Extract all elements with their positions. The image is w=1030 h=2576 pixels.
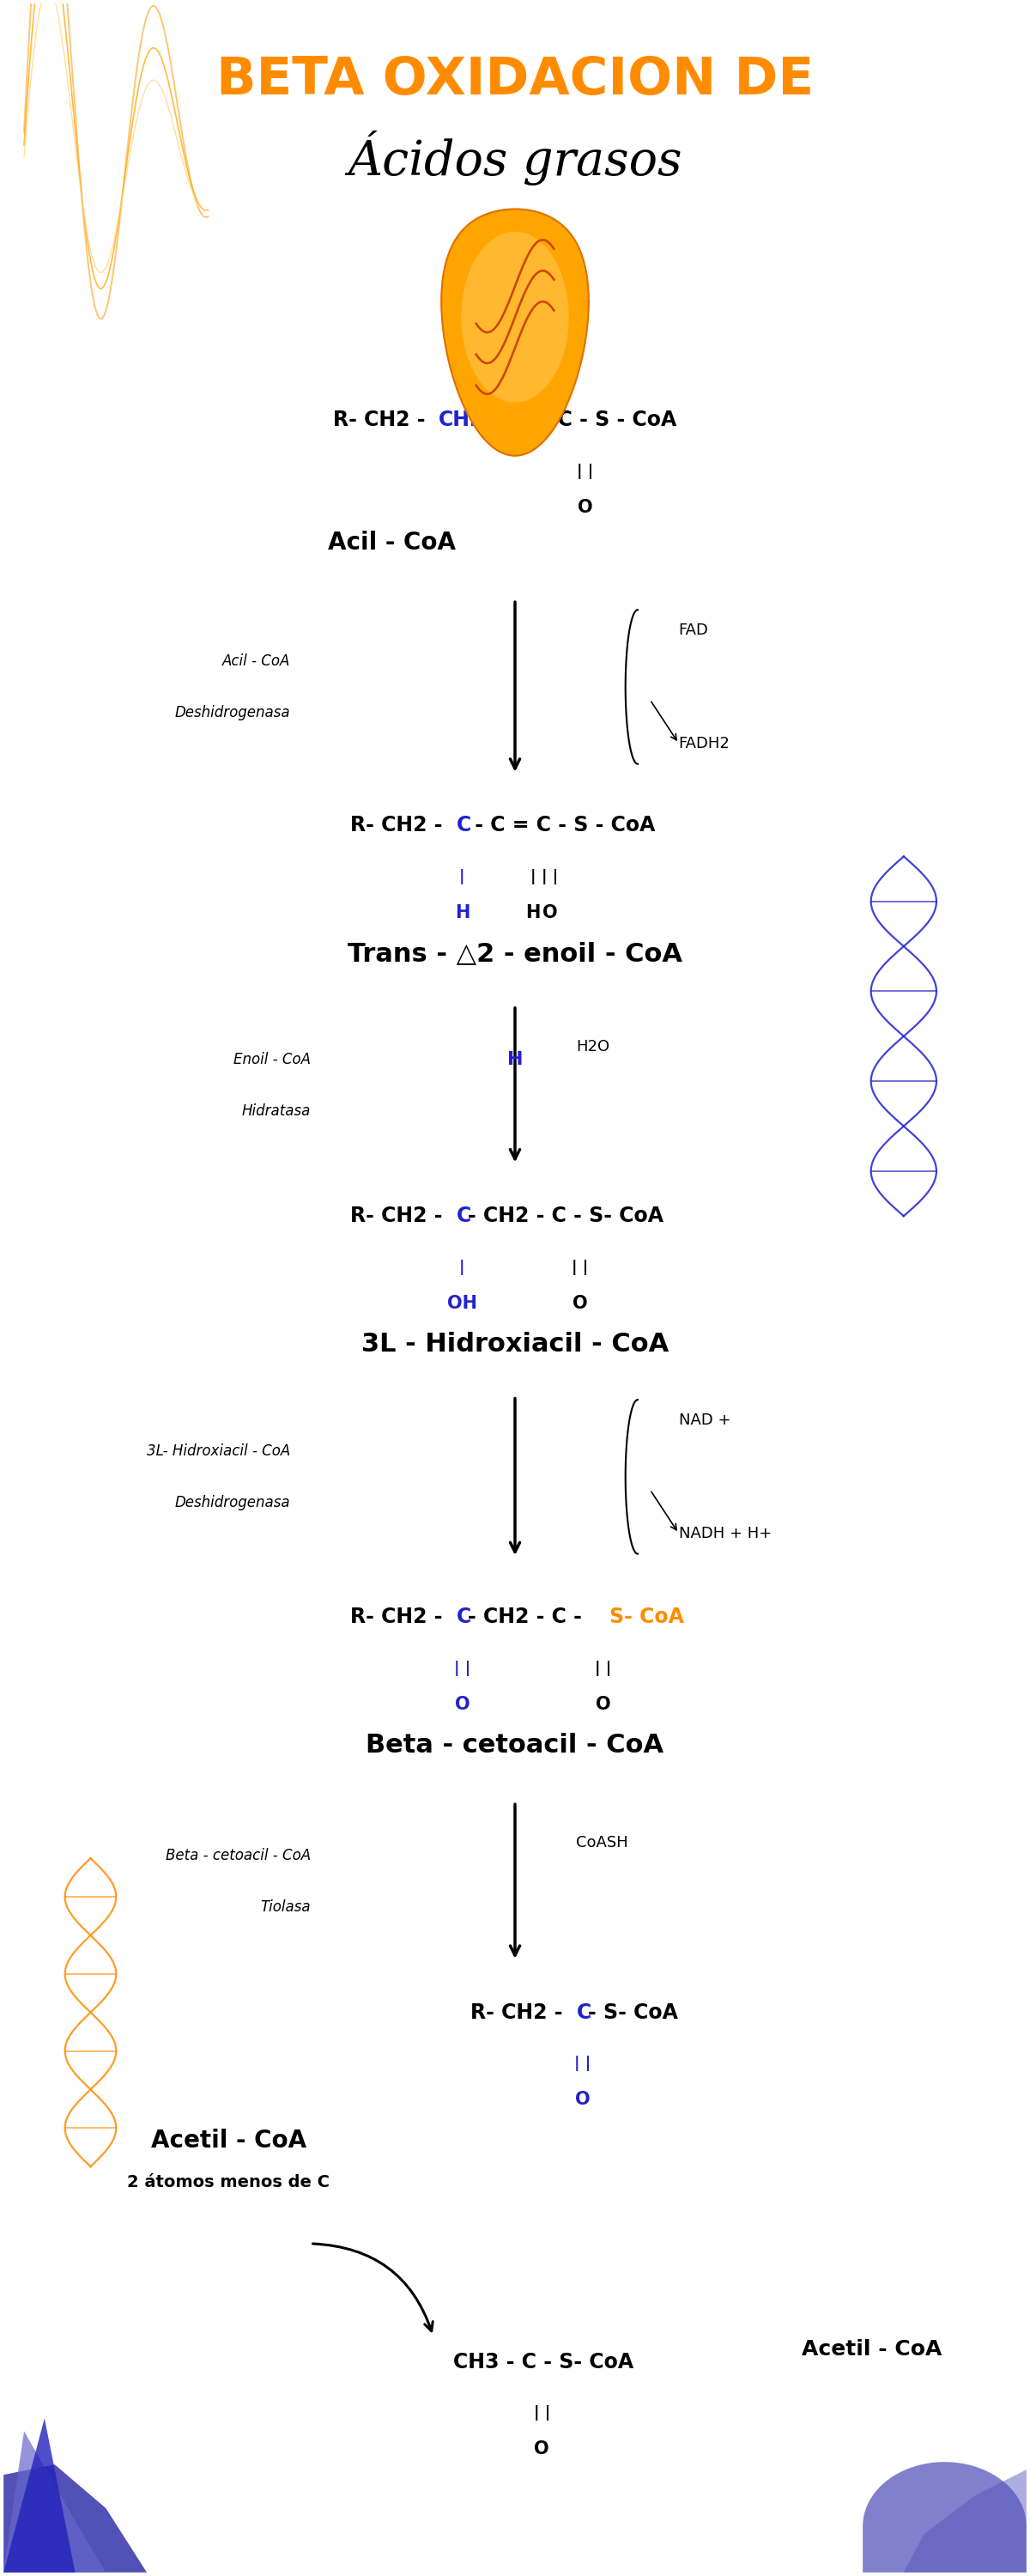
Text: O: O <box>454 1695 470 1713</box>
Text: Hidratasa: Hidratasa <box>241 1103 310 1118</box>
Text: Acil - CoA: Acil - CoA <box>221 654 290 670</box>
Text: R- CH2 -: R- CH2 - <box>350 814 450 835</box>
Text: CH3 - C - S- CoA: CH3 - C - S- CoA <box>453 2352 634 2372</box>
Polygon shape <box>3 2432 106 2573</box>
Polygon shape <box>461 232 569 402</box>
Text: Acil - CoA: Acil - CoA <box>329 531 456 554</box>
Text: | |: | | <box>574 2056 590 2071</box>
Text: | |: | | <box>577 464 593 479</box>
Text: H2O: H2O <box>577 1038 610 1054</box>
Text: FAD: FAD <box>679 623 709 639</box>
Text: O: O <box>535 2439 549 2458</box>
Text: | |: | | <box>454 1662 471 1677</box>
Text: Ácidos grasos: Ácidos grasos <box>348 131 682 185</box>
Text: | |: | | <box>542 868 558 884</box>
Text: - CH2- C - S - CoA: - CH2- C - S - CoA <box>474 410 677 430</box>
Text: O: O <box>572 1296 587 1311</box>
Text: S- CoA: S- CoA <box>609 1607 684 1628</box>
Text: 2 átomos menos de C: 2 átomos menos de C <box>128 2174 330 2190</box>
Text: - CH2 - C - S- CoA: - CH2 - C - S- CoA <box>468 1206 663 1226</box>
Text: |: | <box>529 868 536 884</box>
Text: R- CH2 -: R- CH2 - <box>333 410 432 430</box>
Text: | |: | | <box>572 1260 588 1275</box>
Text: R- CH2 -: R- CH2 - <box>471 2002 570 2022</box>
Text: 3L - Hidroxiacil - CoA: 3L - Hidroxiacil - CoA <box>362 1332 668 1358</box>
Text: C: C <box>456 1206 471 1226</box>
Text: O: O <box>595 1695 611 1713</box>
Text: Acetil - CoA: Acetil - CoA <box>150 2128 306 2154</box>
Text: OH: OH <box>447 1296 477 1311</box>
Text: Beta - cetoacil - CoA: Beta - cetoacil - CoA <box>165 1847 310 1862</box>
Text: O: O <box>577 500 592 515</box>
Text: FADH2: FADH2 <box>679 737 730 752</box>
Text: CoASH: CoASH <box>577 1834 628 1850</box>
Text: Enoil - CoA: Enoil - CoA <box>233 1051 310 1066</box>
Text: Trans - △2 - enoil - CoA: Trans - △2 - enoil - CoA <box>347 943 682 966</box>
Text: Beta - cetoacil - CoA: Beta - cetoacil - CoA <box>366 1734 664 1757</box>
Text: C: C <box>456 814 471 835</box>
Text: CH2: CH2 <box>439 410 484 430</box>
Text: |: | <box>459 1260 465 1275</box>
Text: O: O <box>575 2092 590 2107</box>
Polygon shape <box>442 209 588 456</box>
Text: R- CH2 -: R- CH2 - <box>350 1206 450 1226</box>
Polygon shape <box>3 2465 146 2573</box>
Text: 3L- Hidroxiacil - CoA: 3L- Hidroxiacil - CoA <box>146 1443 290 1458</box>
Text: C: C <box>577 2002 591 2022</box>
Text: BETA OXIDACION DE: BETA OXIDACION DE <box>216 54 814 106</box>
Text: - S- CoA: - S- CoA <box>588 2002 678 2022</box>
Polygon shape <box>3 2419 75 2573</box>
Text: R- CH2 -: R- CH2 - <box>350 1607 450 1628</box>
Text: Deshidrogenasa: Deshidrogenasa <box>174 1494 290 1510</box>
Text: H: H <box>454 904 470 922</box>
Text: - CH2 - C -: - CH2 - C - <box>468 1607 589 1628</box>
Text: - C = C - S - CoA: - C = C - S - CoA <box>468 814 655 835</box>
Text: NAD +: NAD + <box>679 1412 730 1427</box>
Text: NADH + H+: NADH + H+ <box>679 1525 771 1540</box>
Text: O: O <box>543 904 558 922</box>
Text: |: | <box>459 868 465 884</box>
Text: H: H <box>525 904 540 922</box>
Text: Tiolasa: Tiolasa <box>261 1899 310 1914</box>
Text: C: C <box>456 1607 471 1628</box>
Polygon shape <box>903 2470 1027 2573</box>
Text: H: H <box>507 1051 523 1069</box>
Text: | |: | | <box>534 2406 550 2421</box>
Text: | |: | | <box>595 1662 612 1677</box>
Text: Deshidrogenasa: Deshidrogenasa <box>174 706 290 721</box>
Text: Acetil - CoA: Acetil - CoA <box>801 2339 941 2360</box>
